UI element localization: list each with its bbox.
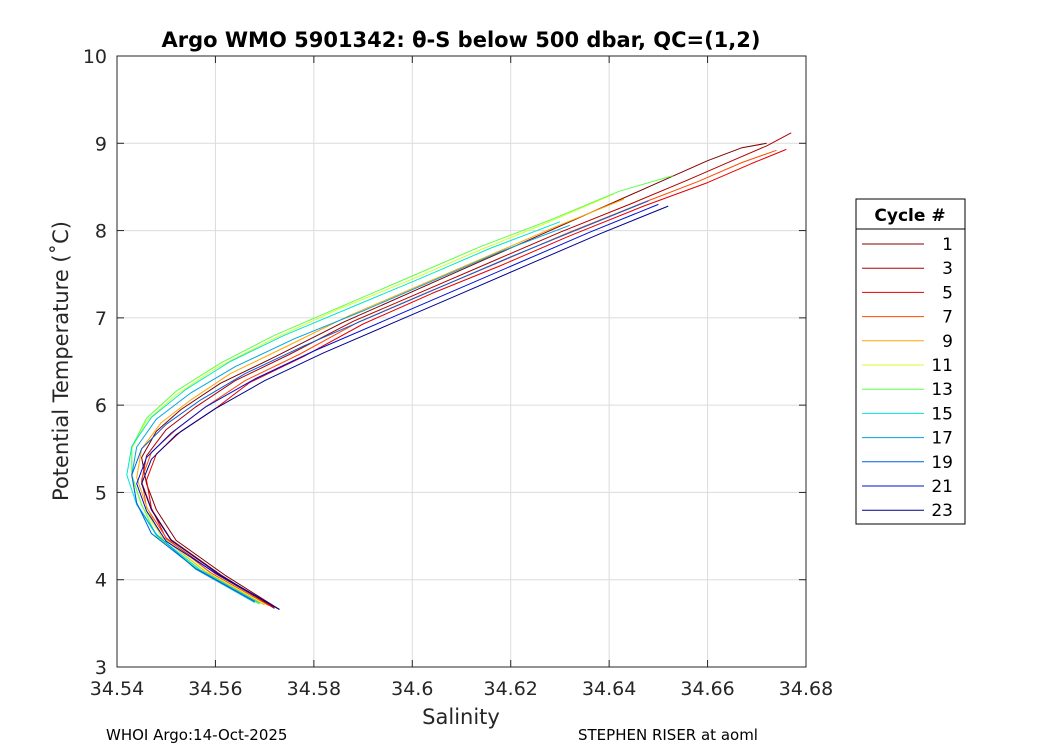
- y-tick-label: 8: [95, 221, 107, 243]
- legend-label-cycle-5: 5: [942, 283, 953, 303]
- legend-label-cycle-9: 9: [942, 332, 953, 352]
- legend-label-cycle-23: 23: [931, 501, 953, 521]
- legend-label-cycle-21: 21: [931, 477, 953, 497]
- x-axis-label: Salinity: [422, 705, 500, 729]
- legend-label-cycle-7: 7: [942, 308, 953, 328]
- legend-label-cycle-1: 1: [942, 235, 953, 255]
- y-tick-label: 3: [95, 657, 107, 679]
- x-tick-label: 34.54: [90, 678, 144, 700]
- series-line-cycle-13: [131, 175, 674, 605]
- series-line-cycle-1: [141, 142, 767, 610]
- x-tick-label: 34.58: [287, 678, 341, 700]
- plot-frame: [116, 55, 807, 668]
- y-tick-label: 7: [95, 308, 107, 330]
- x-tick-label: 34.62: [484, 678, 538, 700]
- y-tick-label: 6: [95, 395, 107, 417]
- y-tick-label: 9: [95, 133, 107, 155]
- legend-label-cycle-11: 11: [931, 356, 953, 376]
- legend-label-cycle-19: 19: [931, 453, 953, 473]
- legend-label-cycle-13: 13: [931, 380, 953, 400]
- x-tick-label: 34.56: [188, 678, 242, 700]
- series-line-cycle-23: [141, 205, 669, 610]
- series-line-cycle-21: [136, 203, 659, 610]
- y-tick-label: 4: [95, 570, 107, 592]
- legend-box: [855, 198, 966, 525]
- x-tick-label: 34.68: [779, 678, 833, 700]
- y-tick-label: 5: [95, 482, 107, 504]
- series-lines: [126, 132, 792, 610]
- x-tick-label: 34.6: [391, 678, 433, 700]
- series-line-cycle-11: [131, 193, 615, 605]
- y-tick-label: 10: [83, 46, 107, 68]
- x-tick-label: 34.64: [582, 678, 636, 700]
- footer-left: WHOI Argo:14-Oct-2025: [106, 726, 288, 744]
- axis-ticks: 34.54 34.56 34.58 34.6 34.62 34.64 34.66 34.68 3…: [83, 46, 833, 700]
- legend-label-cycle-17: 17: [931, 429, 953, 449]
- series-line-cycle-19: [131, 200, 649, 602]
- chart-title: Argo WMO 5901342: θ-S below 500 dbar, QC…: [162, 28, 761, 52]
- series-line-cycle-17: [131, 224, 570, 603]
- plot-area: [117, 56, 806, 667]
- y-axis-label: Potential Temperature (˚C): [49, 221, 73, 501]
- legend-label-cycle-3: 3: [942, 259, 953, 279]
- legend-title: Cycle #: [874, 206, 945, 226]
- x-tick-label: 34.66: [680, 678, 734, 700]
- grid-lines: [117, 56, 806, 667]
- legend-label-cycle-15: 15: [931, 404, 953, 424]
- footer-right: STEPHEN RISER at aoml: [578, 726, 758, 744]
